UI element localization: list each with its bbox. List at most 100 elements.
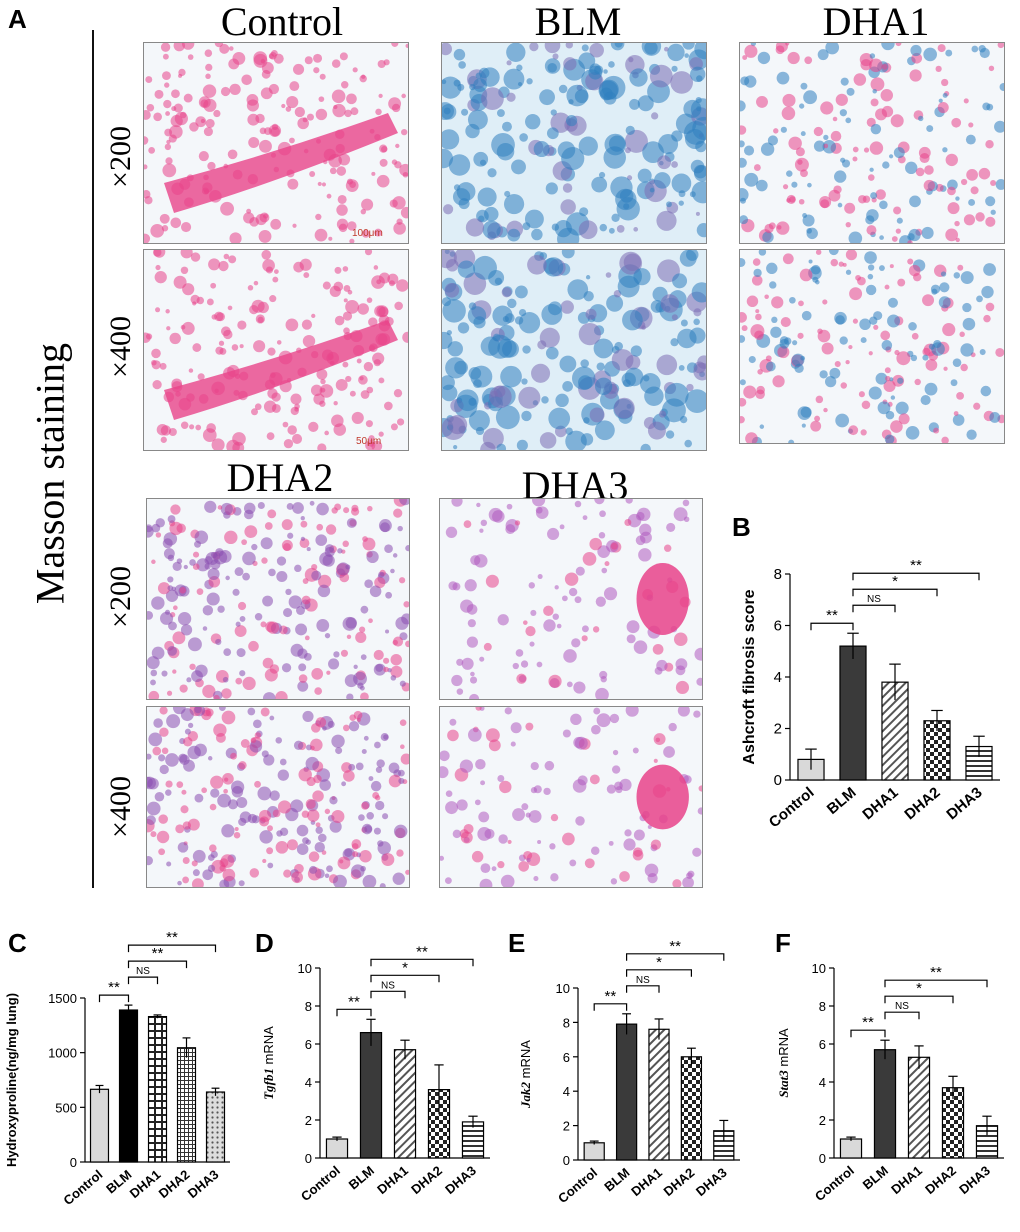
micrograph-blm-x400	[441, 249, 707, 451]
panel-letter-a: A	[8, 4, 27, 34]
bar-dha1	[907, 1056, 931, 1159]
y-tick-label: 0	[305, 1151, 312, 1166]
y-tick-label: 8	[563, 1015, 570, 1030]
significance-bracket	[810, 622, 854, 631]
x-tick-label: DHA3	[693, 1165, 730, 1199]
x-tick-label: BLM	[824, 784, 860, 818]
panel-letter-d: D	[255, 928, 274, 958]
significance-label: **	[669, 938, 681, 955]
y-axis-label: Stat3 mRNA	[776, 1028, 791, 1098]
bar-dha1	[393, 1049, 417, 1159]
significance-label: **	[605, 988, 617, 1005]
significance-label: **	[416, 943, 428, 960]
column-title-dha2: DHA2	[226, 455, 334, 500]
y-tick-label: 1000	[48, 1046, 77, 1061]
significance-label: **	[826, 607, 838, 624]
y-tick-label: 500	[55, 1100, 77, 1115]
significance-bracket	[127, 976, 159, 985]
micrograph-dha1-x200	[739, 42, 1005, 244]
bar-control	[583, 1142, 605, 1161]
significance-bracket	[626, 969, 692, 977]
x-tick-label: DHA2	[661, 1165, 698, 1199]
significance-bracket	[370, 974, 440, 983]
significance-bracket	[98, 994, 130, 1003]
y-axis-label-gene: Stat3	[776, 1070, 791, 1098]
panel-letter-b: B	[732, 512, 751, 542]
y-tick-label: 4	[774, 669, 782, 686]
y-tick-label: 2	[563, 1119, 570, 1134]
scale-bar-50um: 50μm	[356, 436, 382, 447]
y-tick-label: 4	[305, 1075, 312, 1090]
significance-bracket	[884, 995, 954, 1004]
y-tick-label: 0	[70, 1155, 77, 1170]
micrograph-blm-x200	[441, 42, 707, 244]
y-tick-label: 0	[819, 1151, 826, 1166]
column-title-blm: BLM	[534, 0, 622, 44]
panel-letter-e: E	[508, 928, 526, 958]
x-tick-label: Control	[60, 1167, 105, 1208]
scale-bar-100um: 100μm	[352, 228, 383, 239]
bar-control	[839, 1138, 863, 1159]
x-tick-label: DHA3	[956, 1163, 993, 1197]
significance-bracket	[850, 1029, 886, 1038]
micrograph-dha2-x400	[146, 706, 410, 888]
significance-bracket	[626, 953, 725, 961]
panel-letter-c: C	[8, 928, 27, 958]
bar-blm	[359, 1031, 383, 1159]
y-axis-label-unit: mRNA	[261, 1026, 276, 1068]
significance-label: **	[166, 929, 178, 946]
x-tick-label: DHA3	[442, 1163, 479, 1197]
bar-dha3	[205, 1091, 226, 1163]
x-tick-label: DHA1	[859, 784, 901, 823]
micrograph-dha2-x200	[146, 498, 410, 700]
x-tick-label: DHA2	[922, 1163, 959, 1197]
significance-bracket	[852, 604, 896, 613]
significance-label: **	[910, 557, 922, 574]
panel-letter-f: F	[775, 928, 791, 958]
significance-bracket	[852, 572, 980, 581]
significance-bracket	[370, 958, 474, 967]
y-tick-label: 2	[819, 1113, 826, 1128]
significance-label: *	[656, 954, 662, 971]
x-tick-label: BLM	[346, 1163, 377, 1193]
bar-blm	[873, 1049, 897, 1159]
y-axis-label-unit: mRNA	[518, 1040, 533, 1082]
column-title-control: Control	[220, 0, 344, 44]
micrograph-control-x400	[143, 249, 409, 451]
bar-blm	[615, 1023, 638, 1161]
significance-label: NS	[867, 594, 881, 605]
x-tick-label: DHA1	[628, 1165, 665, 1199]
micrograph-dha3-x400	[439, 706, 703, 888]
significance-bracket	[127, 960, 188, 969]
significance-label: **	[862, 1014, 874, 1031]
bar-blm	[839, 645, 867, 781]
micrograph-dha3-x200	[439, 498, 703, 700]
magnification-label-200-top: ×200	[104, 126, 137, 188]
x-tick-label: DHA3	[185, 1167, 222, 1201]
significance-label: *	[916, 980, 922, 997]
y-tick-label: 4	[563, 1084, 570, 1099]
significance-label: NS	[136, 966, 150, 977]
y-tick-label: 8	[774, 566, 782, 583]
y-tick-label: 6	[819, 1037, 826, 1052]
significance-bracket	[336, 1008, 372, 1017]
y-axis-label: Ashcroft fibrosis score	[741, 589, 758, 764]
y-tick-label: 2	[305, 1113, 312, 1128]
y-tick-label: 10	[556, 981, 570, 996]
bar-dha2	[176, 1047, 197, 1163]
magnification-label-400-top: ×400	[104, 316, 137, 378]
chart-c-hydroxyproline: 0 500 1000 1500 Hydroxyproline(ng/mg lung) Co…	[4, 929, 230, 1208]
x-tick-label: Control	[766, 784, 818, 831]
x-tick-label: DHA1	[127, 1167, 164, 1201]
significance-bracket	[852, 588, 938, 597]
y-tick-label: 0	[774, 772, 782, 789]
significance-label: *	[892, 573, 898, 590]
x-tick-label: Control	[555, 1165, 600, 1206]
x-tick-label: BLM	[860, 1163, 891, 1193]
bar-dha1	[648, 1028, 670, 1161]
y-tick-label: 6	[774, 618, 782, 635]
